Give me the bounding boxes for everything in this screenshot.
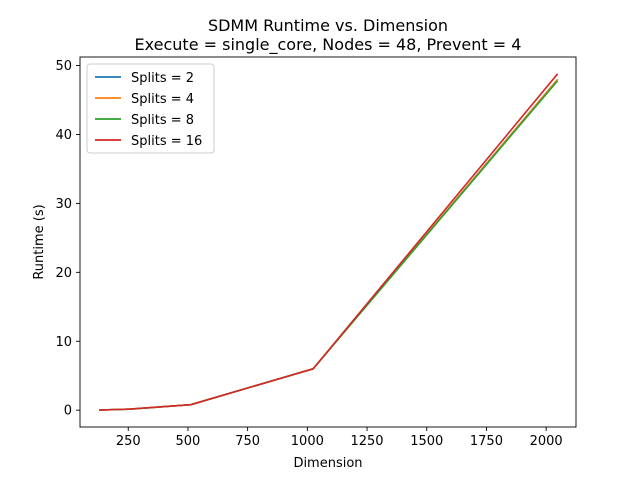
chart-title: SDMM Runtime vs. Dimension	[208, 16, 448, 35]
y-axis-label: Runtime (s)	[32, 204, 47, 279]
x-tick-label: 1000	[291, 434, 324, 449]
legend: Splits = 2 Splits = 4 Splits = 8 Splits = 1…	[86, 63, 215, 154]
y-tick-label: 20	[55, 266, 72, 281]
legend-label-3: Splits = 8	[131, 113, 194, 128]
legend-label-4: Splits = 16	[131, 134, 202, 149]
axes-frame	[79, 56, 577, 428]
chart-subtitle: Execute = single_core, Nodes = 48, Preve…	[135, 35, 522, 55]
x-tick-label: 750	[235, 434, 260, 449]
x-tick-label: 1750	[470, 434, 503, 449]
x-tick-label: 1250	[350, 434, 383, 449]
x-tick-label: 250	[116, 434, 141, 449]
x-tick-label: 1500	[410, 434, 443, 449]
legend-box	[86, 63, 215, 154]
y-tick-label: 50	[55, 59, 72, 74]
y-tick-label: 30	[55, 197, 72, 212]
series-line-4	[99, 73, 559, 411]
y-tick-label: 40	[55, 128, 72, 143]
y-tick-label: 0	[64, 404, 72, 419]
x-axis-label: Dimension	[293, 456, 362, 471]
x-tick-label: 500	[176, 434, 201, 449]
plot-area: 250 500 750 1000 1250 1500 1750 2000 0 10 20 30 40 50…	[55, 56, 577, 449]
legend-label-2: Splits = 4	[131, 92, 194, 107]
legend-label-1: Splits = 2	[131, 71, 194, 86]
y-tick-label: 10	[55, 335, 72, 350]
x-tick-label: 2000	[530, 434, 563, 449]
